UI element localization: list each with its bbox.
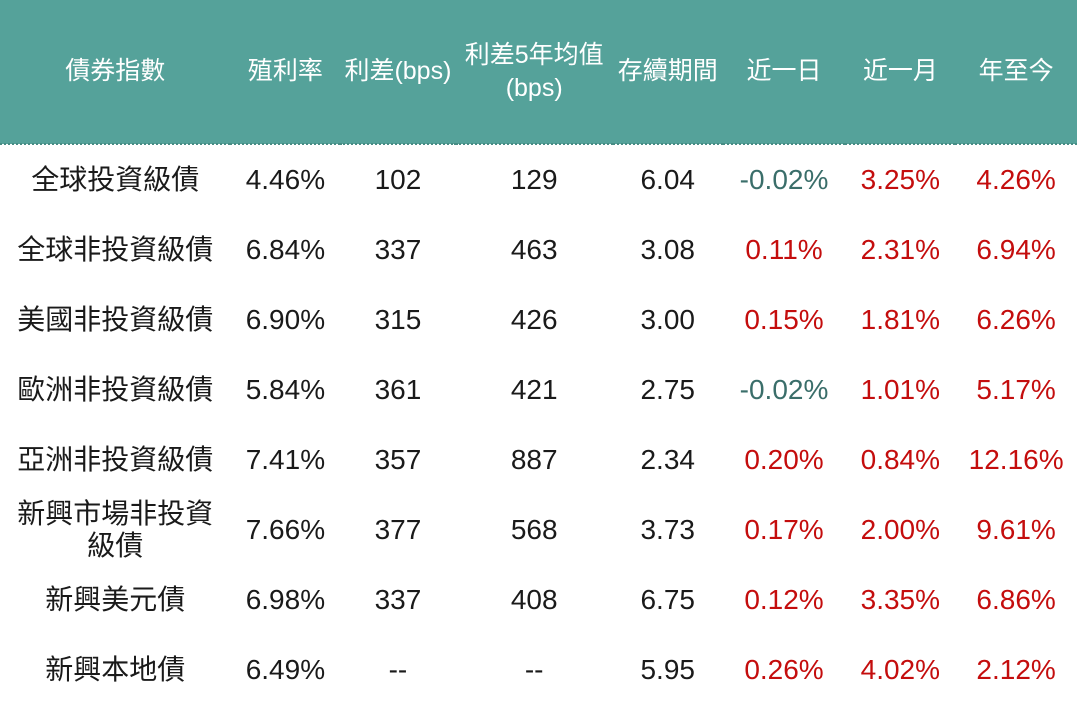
cell-yield: 7.66%: [230, 495, 341, 565]
cell-1m-change: 2.31%: [845, 215, 956, 285]
cell-1d-change: 0.26%: [722, 635, 846, 705]
cell-ytd-change: 9.61%: [955, 495, 1077, 565]
cell-1d-change: 0.15%: [722, 285, 846, 355]
cell-spread-5y-avg: 568: [455, 495, 613, 565]
cell-index-name: 歐洲非投資級債: [0, 355, 231, 425]
cell-1d-change: 0.20%: [722, 425, 846, 495]
cell-spread: 357: [340, 425, 456, 495]
cell-1m-change: 1.81%: [845, 285, 956, 355]
cell-1m-change: 3.35%: [845, 565, 956, 635]
cell-yield: 6.84%: [230, 215, 341, 285]
column-header-1m-change: 近一月: [845, 0, 956, 145]
cell-spread-5y-avg: 129: [455, 144, 613, 215]
table-row: 美國非投資級債 6.90% 315 426 3.00 0.15% 1.81% 6…: [0, 285, 1077, 355]
cell-spread-5y-avg: 463: [455, 215, 613, 285]
cell-duration: 6.04: [612, 144, 723, 215]
cell-1m-change: 0.84%: [845, 425, 956, 495]
cell-yield: 4.46%: [230, 144, 341, 215]
cell-1m-change: 3.25%: [845, 144, 956, 215]
cell-ytd-change: 12.16%: [955, 425, 1077, 495]
cell-yield: 6.98%: [230, 565, 341, 635]
cell-spread: 337: [340, 215, 456, 285]
column-header-duration: 存續期間: [612, 0, 723, 145]
table-row: 新興市場非投資級債 7.66% 377 568 3.73 0.17% 2.00%…: [0, 495, 1077, 565]
cell-spread-5y-avg: --: [455, 635, 613, 705]
cell-spread: 315: [340, 285, 456, 355]
column-header-yield: 殖利率: [230, 0, 341, 145]
cell-yield: 5.84%: [230, 355, 341, 425]
cell-index-name: 全球非投資級債: [0, 215, 231, 285]
table-row: 新興美元債 6.98% 337 408 6.75 0.12% 3.35% 6.8…: [0, 565, 1077, 635]
cell-ytd-change: 5.17%: [955, 355, 1077, 425]
table-row: 亞洲非投資級債 7.41% 357 887 2.34 0.20% 0.84% 1…: [0, 425, 1077, 495]
cell-spread-5y-avg: 887: [455, 425, 613, 495]
cell-spread-5y-avg: 408: [455, 565, 613, 635]
cell-index-name: 新興本地債: [0, 635, 231, 705]
cell-1d-change: -0.02%: [722, 144, 846, 215]
cell-duration: 5.95: [612, 635, 723, 705]
cell-index-name: 全球投資級債: [0, 144, 231, 215]
header-row: 債券指數 殖利率 利差(bps) 利差5年均值(bps) 存續期間 近一日 近一…: [0, 0, 1077, 145]
cell-spread: 377: [340, 495, 456, 565]
cell-duration: 3.08: [612, 215, 723, 285]
cell-1m-change: 1.01%: [845, 355, 956, 425]
cell-ytd-change: 6.86%: [955, 565, 1077, 635]
table-row: 全球投資級債 4.46% 102 129 6.04 -0.02% 3.25% 4…: [0, 144, 1077, 215]
table-row: 全球非投資級債 6.84% 337 463 3.08 0.11% 2.31% 6…: [0, 215, 1077, 285]
cell-spread-5y-avg: 426: [455, 285, 613, 355]
cell-yield: 7.41%: [230, 425, 341, 495]
cell-index-name: 新興市場非投資級債: [0, 495, 231, 565]
cell-spread-5y-avg: 421: [455, 355, 613, 425]
table-row: 歐洲非投資級債 5.84% 361 421 2.75 -0.02% 1.01% …: [0, 355, 1077, 425]
cell-duration: 3.73: [612, 495, 723, 565]
cell-yield: 6.90%: [230, 285, 341, 355]
cell-ytd-change: 6.94%: [955, 215, 1077, 285]
cell-duration: 2.34: [612, 425, 723, 495]
cell-ytd-change: 6.26%: [955, 285, 1077, 355]
cell-index-name: 美國非投資級債: [0, 285, 231, 355]
cell-1d-change: 0.11%: [722, 215, 846, 285]
table-row: 新興本地債 6.49% -- -- 5.95 0.26% 4.02% 2.12%: [0, 635, 1077, 705]
cell-spread: 102: [340, 144, 456, 215]
cell-1m-change: 4.02%: [845, 635, 956, 705]
cell-spread: 361: [340, 355, 456, 425]
cell-index-name: 新興美元債: [0, 565, 231, 635]
cell-duration: 2.75: [612, 355, 723, 425]
cell-1d-change: 0.17%: [722, 495, 846, 565]
column-header-ytd-change: 年至今: [955, 0, 1077, 145]
cell-spread: 337: [340, 565, 456, 635]
cell-ytd-change: 4.26%: [955, 144, 1077, 215]
column-header-1d-change: 近一日: [722, 0, 846, 145]
cell-1d-change: 0.12%: [722, 565, 846, 635]
cell-1d-change: -0.02%: [722, 355, 846, 425]
cell-duration: 6.75: [612, 565, 723, 635]
column-header-spread-5y-avg: 利差5年均值(bps): [455, 0, 613, 145]
cell-ytd-change: 2.12%: [955, 635, 1077, 705]
cell-index-name: 亞洲非投資級債: [0, 425, 231, 495]
column-header-bond-index: 債券指數: [0, 0, 231, 145]
column-header-spread-bps: 利差(bps): [340, 0, 456, 145]
cell-yield: 6.49%: [230, 635, 341, 705]
cell-spread: --: [340, 635, 456, 705]
cell-duration: 3.00: [612, 285, 723, 355]
cell-1m-change: 2.00%: [845, 495, 956, 565]
